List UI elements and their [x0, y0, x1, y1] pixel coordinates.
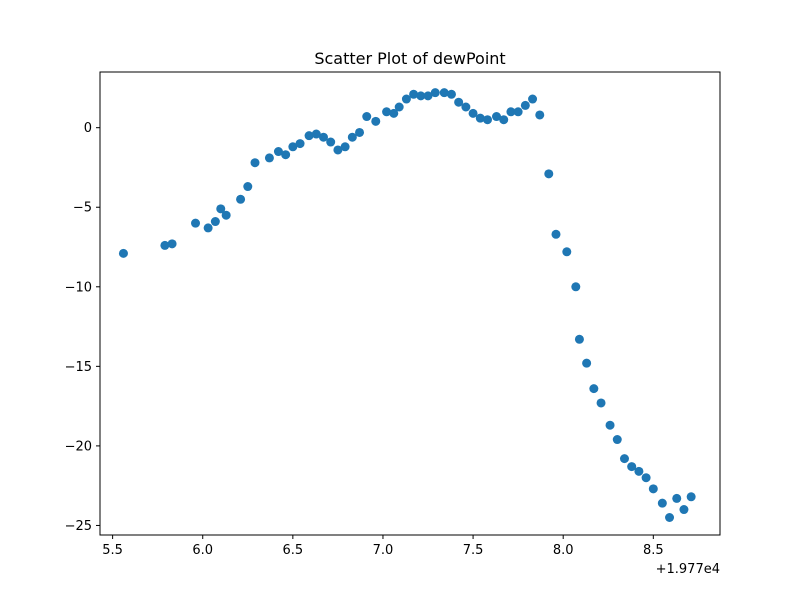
data-point: [423, 91, 433, 101]
x-tick-label: 5.5: [102, 543, 123, 558]
data-points: [118, 88, 696, 522]
data-point: [657, 498, 667, 508]
data-point: [596, 398, 606, 408]
data-point: [468, 108, 478, 118]
data-point: [191, 218, 201, 228]
data-point: [167, 239, 177, 249]
data-point: [295, 139, 305, 149]
data-point: [118, 248, 128, 258]
data-point: [416, 91, 426, 101]
x-tick-label: 8.5: [643, 543, 664, 558]
y-axis-ticks: 0 −5 −10 −15 −20 −25: [65, 121, 100, 534]
data-point: [535, 110, 545, 120]
data-point: [641, 473, 651, 483]
data-point: [446, 89, 456, 99]
x-axis-offset-label: +1.977e4: [656, 562, 720, 577]
data-point: [409, 89, 419, 99]
data-point: [461, 102, 471, 112]
y-tick-label: −25: [65, 519, 92, 534]
y-tick-label: −5: [73, 201, 92, 216]
chart-title: Scatter Plot of dewPoint: [314, 49, 505, 68]
data-point: [562, 247, 572, 257]
data-point: [210, 217, 220, 227]
data-point: [499, 115, 509, 125]
data-point: [430, 88, 440, 98]
x-tick-label: 6.0: [192, 543, 213, 558]
data-point: [221, 210, 231, 220]
data-point: [634, 466, 644, 476]
data-point: [362, 112, 372, 122]
x-tick-label: 6.5: [283, 543, 304, 558]
data-point: [672, 493, 682, 503]
data-point: [686, 492, 696, 502]
data-point: [612, 435, 622, 445]
data-point: [203, 223, 213, 233]
data-point: [264, 153, 274, 163]
data-point: [571, 282, 581, 292]
data-point: [513, 107, 523, 117]
data-point: [679, 505, 689, 515]
data-point: [250, 158, 260, 168]
y-tick-label: −10: [65, 280, 92, 295]
data-point: [243, 182, 253, 192]
data-point: [371, 116, 381, 126]
data-point: [382, 107, 392, 117]
data-point: [589, 384, 599, 394]
data-point: [574, 334, 584, 344]
data-point: [355, 127, 365, 137]
data-point: [401, 94, 411, 104]
data-point: [551, 229, 561, 239]
data-point: [605, 420, 615, 430]
data-point: [627, 462, 637, 472]
data-point: [520, 100, 530, 110]
data-point: [544, 169, 554, 179]
data-point: [394, 102, 404, 112]
data-point: [340, 142, 350, 152]
data-point: [318, 132, 328, 142]
data-point: [304, 131, 314, 141]
x-tick-label: 7.0: [373, 543, 394, 558]
data-point: [648, 484, 658, 494]
data-point: [582, 358, 592, 368]
data-point: [281, 150, 291, 160]
data-point: [347, 132, 357, 142]
x-tick-label: 8.0: [553, 543, 574, 558]
data-point: [528, 94, 538, 104]
data-point: [273, 147, 283, 157]
data-point: [454, 97, 464, 107]
data-point: [389, 108, 399, 118]
data-point: [619, 454, 629, 464]
data-point: [506, 107, 516, 117]
x-axis-ticks: 5.5 6.0 6.5 7.0 7.5 8.0 8.5: [102, 535, 664, 558]
data-point: [333, 145, 343, 155]
y-tick-label: −20: [65, 439, 92, 454]
data-point: [311, 129, 321, 139]
data-point: [483, 115, 492, 125]
data-point: [439, 88, 449, 98]
data-point: [216, 204, 226, 214]
data-point: [326, 137, 336, 147]
plot-frame: [99, 71, 721, 536]
data-point: [665, 513, 675, 522]
data-point: [160, 240, 170, 250]
y-tick-label: 0: [84, 121, 92, 136]
data-point: [236, 194, 246, 204]
data-point: [492, 112, 502, 122]
data-point: [288, 142, 298, 152]
x-tick-label: 7.5: [463, 543, 484, 558]
y-tick-label: −15: [65, 360, 92, 375]
data-point: [475, 113, 485, 123]
